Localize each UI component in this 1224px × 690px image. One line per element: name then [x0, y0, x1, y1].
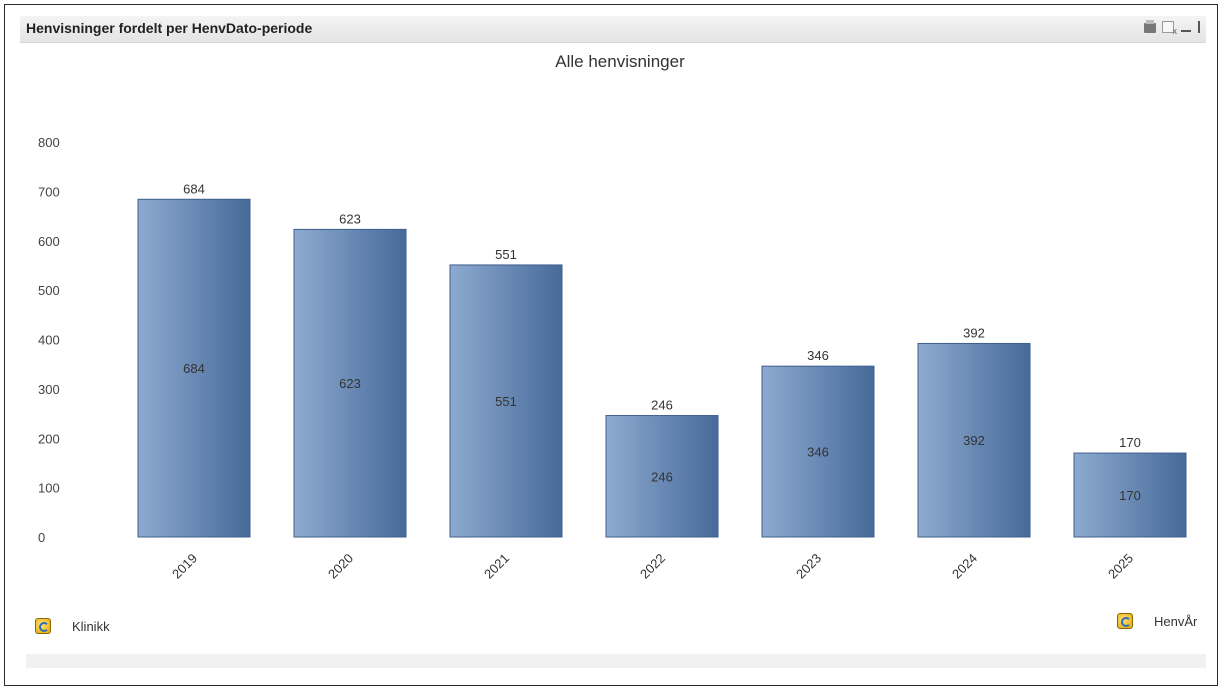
bar-inside-value-label: 346 — [807, 445, 829, 460]
bar-value-label: 684 — [183, 181, 205, 196]
bar-inside-value-label: 551 — [495, 394, 517, 409]
bar-value-label: 551 — [495, 247, 517, 262]
bar — [293, 228, 407, 538]
bar-value-label: 246 — [651, 398, 673, 413]
x-tick-label: 2025 — [1105, 551, 1136, 582]
caption-bar: Henvisninger fordelt per HenvDato-period… — [20, 16, 1206, 43]
chart-caption-title: Henvisninger fordelt per HenvDato-period… — [26, 20, 313, 36]
bar-inside-value-label: 246 — [651, 469, 673, 484]
maximize-icon[interactable] — [1198, 21, 1204, 33]
y-tick-label: 800 — [38, 135, 60, 150]
bar-inside-value-label: 623 — [339, 376, 361, 391]
clinic-dimension-label: Klinikk — [72, 619, 110, 634]
y-tick-label: 0 — [38, 530, 45, 545]
export-excel-icon[interactable] — [1162, 21, 1177, 36]
year-dimension-label: HenvÅr — [1154, 614, 1198, 629]
bar — [605, 415, 719, 538]
x-tick-label: 2024 — [949, 551, 980, 582]
y-tick-label: 100 — [38, 481, 60, 496]
y-tick-label: 300 — [38, 382, 60, 397]
x-tick-label: 2019 — [169, 551, 200, 582]
bar-value-label: 623 — [339, 211, 361, 226]
bar-value-label: 392 — [963, 325, 985, 340]
footer-bar — [26, 654, 1206, 668]
x-tick-label: 2021 — [481, 551, 512, 582]
y-tick-label: 500 — [38, 283, 60, 298]
bar-value-label: 346 — [807, 348, 829, 363]
bar-inside-value-label: 170 — [1119, 488, 1141, 503]
bar — [449, 264, 563, 538]
bar — [917, 342, 1031, 538]
minimize-icon[interactable] — [1180, 21, 1192, 33]
bar-chart: Alle henvisninger 0 100 200 300 400 500 600 700 8… — [38, 52, 1187, 582]
bar — [137, 198, 251, 538]
print-icon[interactable] — [1144, 20, 1156, 33]
y-tick-label: 700 — [38, 184, 60, 199]
bar-inside-value-label: 392 — [963, 433, 985, 448]
x-tick-label: 2023 — [793, 551, 824, 582]
bar-inside-value-label: 684 — [183, 361, 205, 376]
bar — [761, 365, 875, 538]
bar-value-label: 170 — [1119, 435, 1141, 450]
y-tick-label: 400 — [38, 333, 60, 348]
cycle-dimension-clinic-icon[interactable] — [35, 618, 51, 634]
x-tick-label: 2020 — [325, 551, 356, 582]
bar — [1073, 452, 1187, 538]
chart-title: Alle henvisninger — [555, 52, 685, 71]
y-tick-label: 200 — [38, 431, 60, 446]
caption-icons — [1144, 20, 1204, 36]
y-tick-label: 600 — [38, 234, 60, 249]
x-tick-label: 2022 — [637, 551, 668, 582]
cycle-dimension-year-icon[interactable] — [1117, 613, 1133, 629]
